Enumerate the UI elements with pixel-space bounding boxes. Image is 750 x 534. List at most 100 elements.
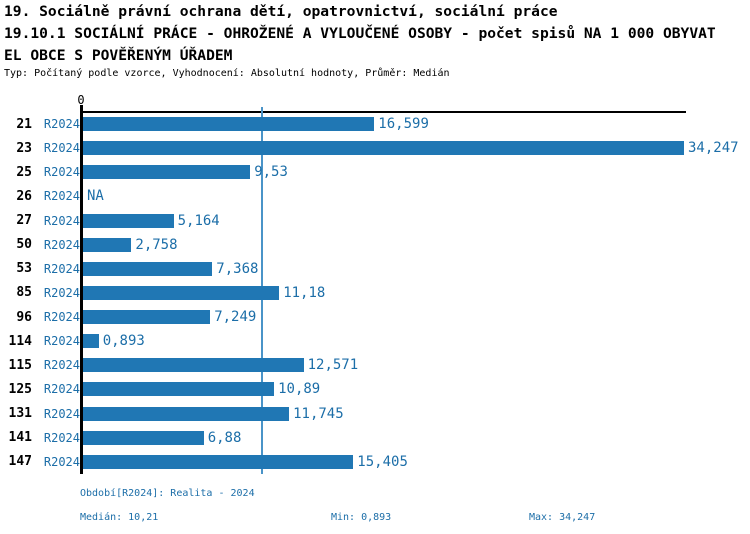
bar-track: 16,599 <box>83 112 750 136</box>
bar-row: 141 R2024 6,88 <box>0 426 750 450</box>
x-axis-line <box>81 111 686 113</box>
bar-track: 7,368 <box>83 257 750 281</box>
bar <box>83 285 280 300</box>
indicator-title-line2: EL OBCE S POVĚŘENÝM ÚŘADEM <box>4 47 233 64</box>
bar-track: 2,758 <box>83 233 750 257</box>
bar-value-label: 7,368 <box>216 260 259 277</box>
row-category-label: 96 <box>16 309 32 325</box>
row-series-label: R2024 <box>43 117 80 132</box>
row-series-label: R2024 <box>43 406 80 421</box>
bar-track: 34,247 <box>83 136 750 160</box>
bar <box>83 310 211 324</box>
bar <box>83 261 213 276</box>
bar-row: 26 R2024 NA <box>0 184 750 208</box>
max-stat: Max: 34,247 <box>529 512 596 523</box>
bar-value-label: 15,405 <box>357 453 408 470</box>
bar-value-label: 0,893 <box>102 333 145 350</box>
bar <box>83 382 275 397</box>
bar <box>83 165 251 180</box>
bar-track: 15,405 <box>83 450 750 474</box>
bar-track: 10,89 <box>83 377 750 401</box>
bar-row: 53 R2024 7,368 <box>0 257 750 281</box>
bar <box>83 454 354 469</box>
bar <box>83 237 132 252</box>
bar-value-label: 12,571 <box>307 357 359 374</box>
row-series-label: R2024 <box>43 334 80 349</box>
bar-track: 6,88 <box>83 426 750 450</box>
bar <box>83 141 684 156</box>
bar-row: 21 R2024 16,599 <box>0 112 750 136</box>
bar <box>83 334 99 349</box>
bar-value-label: NA <box>87 188 104 205</box>
row-category-label: 114 <box>8 333 32 349</box>
row-category-label: 53 <box>16 261 32 277</box>
row-series-label: R2024 <box>43 213 80 228</box>
bar <box>83 213 174 228</box>
row-series-label: R2024 <box>43 285 80 300</box>
y-axis-line <box>80 105 83 474</box>
bar <box>83 358 304 373</box>
bar-value-label: 7,249 <box>214 309 257 325</box>
bar-track: NA <box>83 184 750 208</box>
bar-row: 50 R2024 2,758 <box>0 233 750 257</box>
bar-value-label: 10,89 <box>278 381 321 398</box>
row-category-label: 25 <box>16 164 32 180</box>
bar-row: 115 R2024 12,571 <box>0 353 750 377</box>
report-title-line1: 19. Sociálně právní ochrana dětí, opatro… <box>4 3 558 20</box>
bar-row: 85 R2024 11,18 <box>0 281 750 305</box>
bar-row: 23 R2024 34,247 <box>0 136 750 160</box>
bar-value-label: 16,599 <box>378 116 429 132</box>
bar-value-label: 11,18 <box>283 284 326 301</box>
bar-value-label: 2,758 <box>135 236 178 253</box>
median-stat: Medián: 10,21 <box>80 512 159 523</box>
bar-row: 125 R2024 10,89 <box>0 377 750 401</box>
row-category-label: 125 <box>8 381 32 397</box>
row-category-label: 115 <box>8 357 32 373</box>
row-category-label: 26 <box>16 188 32 204</box>
row-series-label: R2024 <box>43 141 80 156</box>
bar-value-label: 11,745 <box>293 405 344 422</box>
row-category-label: 85 <box>16 285 32 301</box>
indicator-meta-text: Typ: Počítaný podle vzorce, Vyhodnocení:… <box>4 68 450 79</box>
bar-value-label: 34,247 <box>688 140 739 157</box>
bar-row: 27 R2024 5,164 <box>0 209 750 233</box>
row-series-label: R2024 <box>43 430 80 445</box>
indicator-title-line1: 19.10.1 SOCIÁLNÍ PRÁCE - OHROŽENÉ A VYLO… <box>4 25 716 42</box>
row-category-label: 23 <box>16 140 32 156</box>
x-axis-zero-label: 0 <box>77 93 85 107</box>
row-series-label: R2024 <box>43 189 80 204</box>
row-series-label: R2024 <box>43 358 80 373</box>
row-series-label: R2024 <box>43 237 80 252</box>
bar-track: 7,249 <box>83 305 750 329</box>
bar-track: 12,571 <box>83 353 750 377</box>
bar-value-label: 6,88 <box>207 429 242 446</box>
row-category-label: 21 <box>16 116 32 132</box>
bar-track: 9,53 <box>83 160 750 184</box>
period-caption: Období[R2024]: Realita - 2024 <box>80 488 255 499</box>
bar-value-label: 9,53 <box>254 164 288 181</box>
bar-track: 0,893 <box>83 329 750 353</box>
min-stat: Min: 0,893 <box>331 512 392 523</box>
bar-track: 11,18 <box>83 281 750 305</box>
bar <box>83 430 204 445</box>
row-series-label: R2024 <box>43 454 80 469</box>
row-category-label: 27 <box>16 213 32 229</box>
row-series-label: R2024 <box>43 261 80 276</box>
bar <box>83 117 375 131</box>
bar-row: 114 R2024 0,893 <box>0 329 750 353</box>
bar-row: 96 R2024 7,249 <box>0 305 750 329</box>
row-category-label: 141 <box>8 430 32 446</box>
row-category-label: 131 <box>8 406 32 422</box>
bar-value-label: 5,164 <box>177 212 220 229</box>
row-series-label: R2024 <box>43 382 80 397</box>
bar-row: 25 R2024 9,53 <box>0 160 750 184</box>
row-series-label: R2024 <box>43 165 80 180</box>
bar-chart: 21 R2024 16,599 23 R2024 34,247 25 R2024 9,53 26 R… <box>0 112 750 474</box>
row-category-label: 50 <box>16 237 32 253</box>
bar-track: 5,164 <box>83 209 750 233</box>
bar <box>83 406 290 421</box>
bar-row: 131 R2024 11,745 <box>0 402 750 426</box>
bar-row: 147 R2024 15,405 <box>0 450 750 474</box>
row-category-label: 147 <box>8 454 32 470</box>
